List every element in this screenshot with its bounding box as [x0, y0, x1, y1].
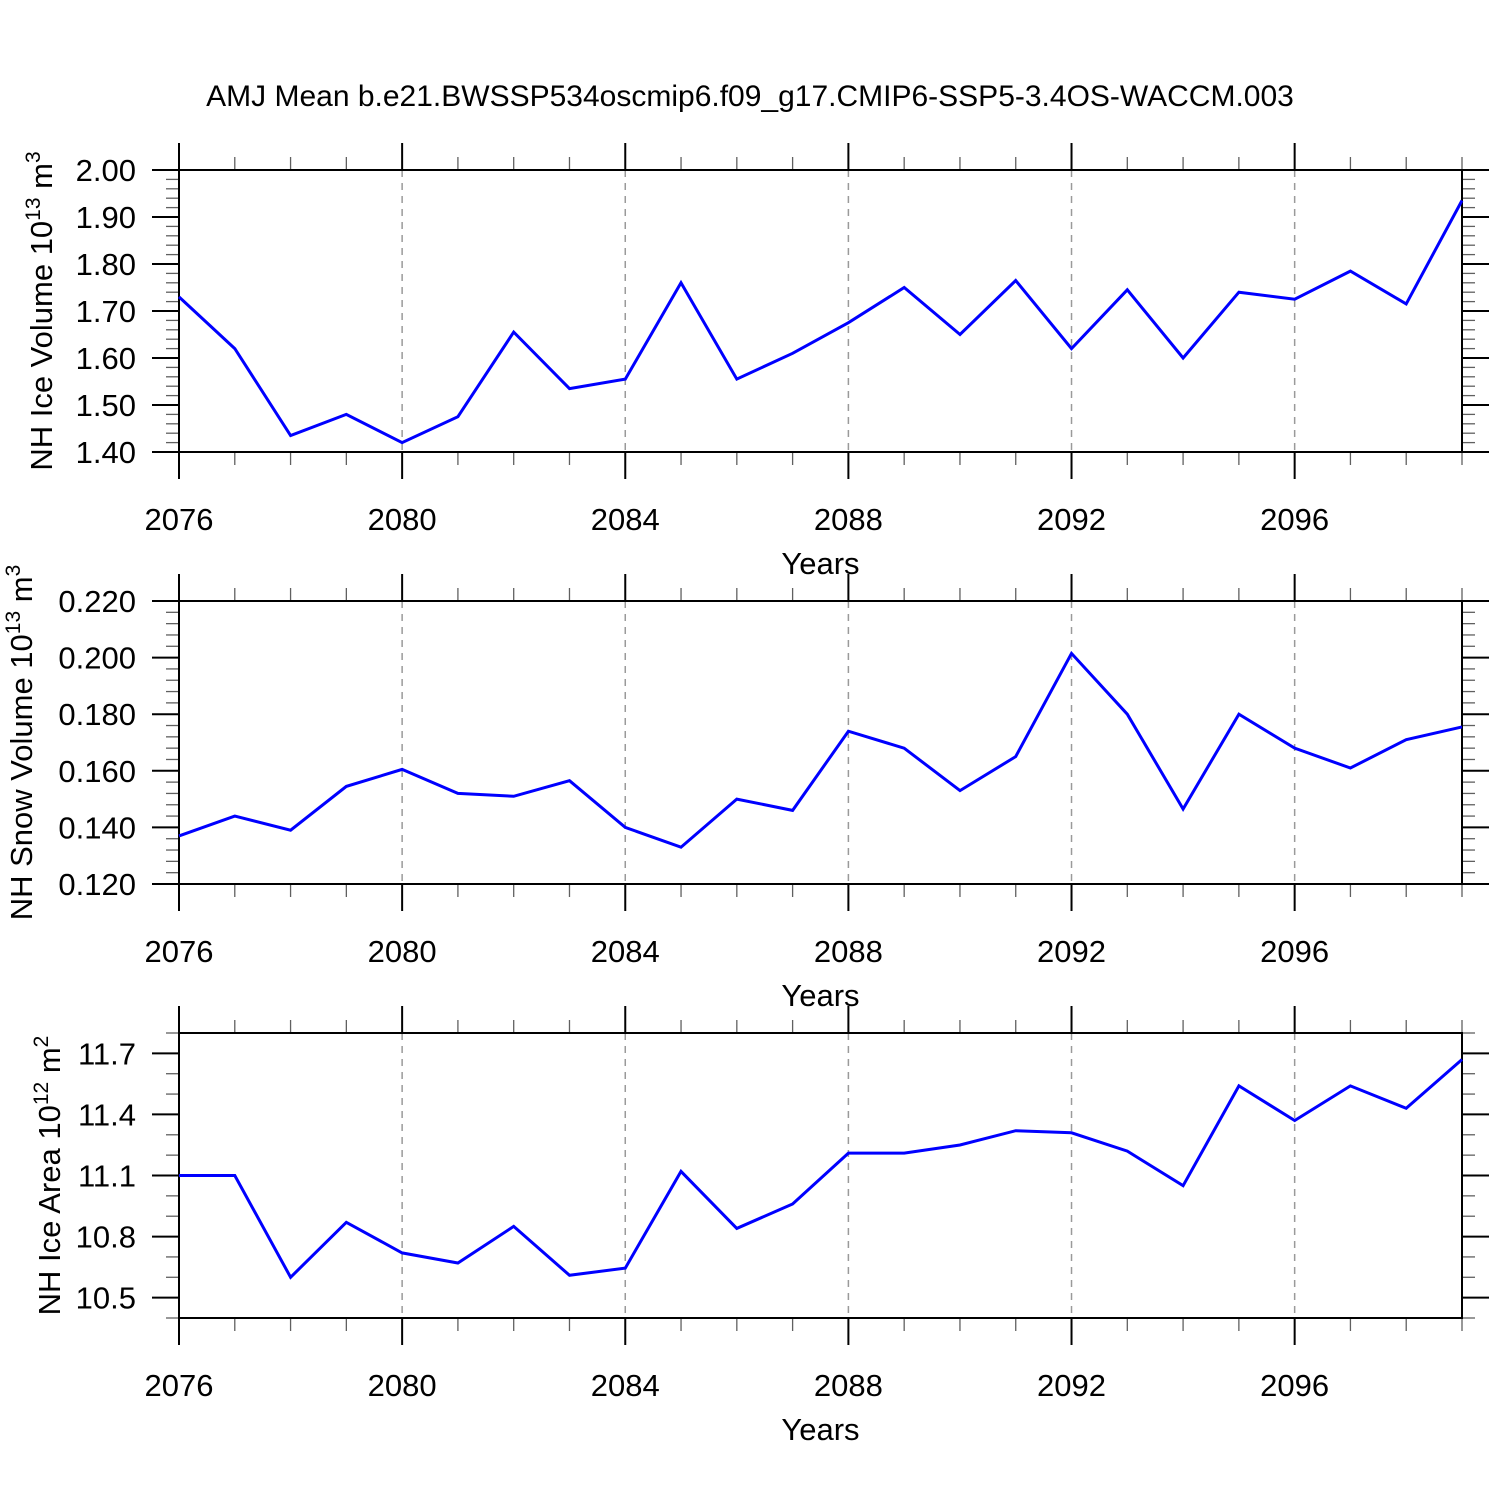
x-tick-label: 2088: [814, 1368, 883, 1403]
y-ticks: [152, 600, 1489, 885]
y-tick-label: 11.7: [78, 1036, 136, 1071]
chart-title: AMJ Mean b.e21.BWSSP534oscmip6.f09_g17.C…: [206, 80, 1294, 113]
data-line-ice-area: [179, 1058, 1463, 1280]
x-tick-label: 2084: [591, 502, 660, 537]
y-tick-label: 11.1: [78, 1159, 136, 1194]
data-line-snow-volume: [178, 650, 1463, 849]
y-tick-label: 1.50: [76, 388, 136, 423]
plot-frame: [178, 169, 1463, 453]
x-tick-label: 2076: [145, 1368, 214, 1403]
x-tick-label: 2080: [368, 934, 437, 969]
x-tick-label: 2096: [1260, 502, 1329, 537]
x-tick-label: 2092: [1037, 502, 1106, 537]
y-tick-label: 1.60: [76, 341, 136, 376]
x-axis-title: Years: [781, 546, 859, 581]
y-tick-label: 0.220: [58, 584, 136, 619]
x-ticks: [178, 1006, 1463, 1345]
x-tick-label: 2084: [591, 1368, 660, 1403]
y-axis-title: NH Ice Volume 1013 m3: [22, 151, 59, 470]
x-tick-label: 2096: [1260, 934, 1329, 969]
x-tick-label: 2096: [1260, 1368, 1329, 1403]
y-tick-label: 0.180: [58, 697, 136, 732]
gridlines: [401, 1033, 1296, 1318]
x-tick-label: 2092: [1037, 1368, 1106, 1403]
gridlines: [401, 601, 1296, 884]
panel-ice-area: 10.5 10.8 11.1 11.4 11.7 2076 2080 2084 2088 2092…: [30, 1006, 1489, 1447]
y-tick-label: 1.80: [76, 247, 136, 282]
x-axis-title: Years: [781, 978, 859, 1013]
plot-frame: [178, 600, 1463, 885]
y-tick-label: 1.90: [76, 200, 136, 235]
y-ticks: [152, 1032, 1489, 1319]
y-tick-label: 0.160: [58, 754, 136, 789]
x-tick-label: 2076: [145, 502, 214, 537]
x-tick-label: 2076: [145, 934, 214, 969]
y-tick-label: 1.70: [76, 294, 136, 329]
plot-frame: [178, 1032, 1463, 1319]
y-tick-label: 2.00: [76, 153, 136, 188]
x-ticks: [178, 574, 1463, 911]
y-axis-title: NH Snow Volume 1013 m3: [2, 565, 39, 921]
y-tick-label: 0.120: [58, 867, 136, 902]
x-tick-label: 2092: [1037, 934, 1106, 969]
panel-snow-volume: 0.120 0.140 0.160 0.180 0.200 0.220 2076 2080 20…: [2, 565, 1489, 1013]
x-ticks: [178, 143, 1463, 479]
y-tick-label: 1.40: [76, 435, 136, 470]
y-tick-label: 10.8: [76, 1220, 136, 1255]
x-tick-label: 2088: [814, 934, 883, 969]
data-line-ice-volume: [177, 199, 1464, 445]
x-tick-label: 2080: [368, 1368, 437, 1403]
y-axis-title: NH Ice Area 1012 m2: [30, 1036, 67, 1316]
x-axis-title: Years: [781, 1412, 859, 1447]
x-tick-label: 2080: [368, 502, 437, 537]
gridlines: [401, 170, 1296, 452]
y-ticks: [152, 169, 1489, 453]
x-tick-label: 2084: [591, 934, 660, 969]
y-tick-label: 10.5: [76, 1281, 136, 1316]
panel-ice-volume: 1.40 1.50 1.60 1.70 1.80 1.90 2.00 2076 2080 2084…: [22, 143, 1489, 581]
y-tick-label: 0.140: [58, 810, 136, 845]
x-tick-label: 2088: [814, 502, 883, 537]
y-tick-label: 11.4: [78, 1097, 136, 1132]
y-tick-label: 0.200: [58, 641, 136, 676]
